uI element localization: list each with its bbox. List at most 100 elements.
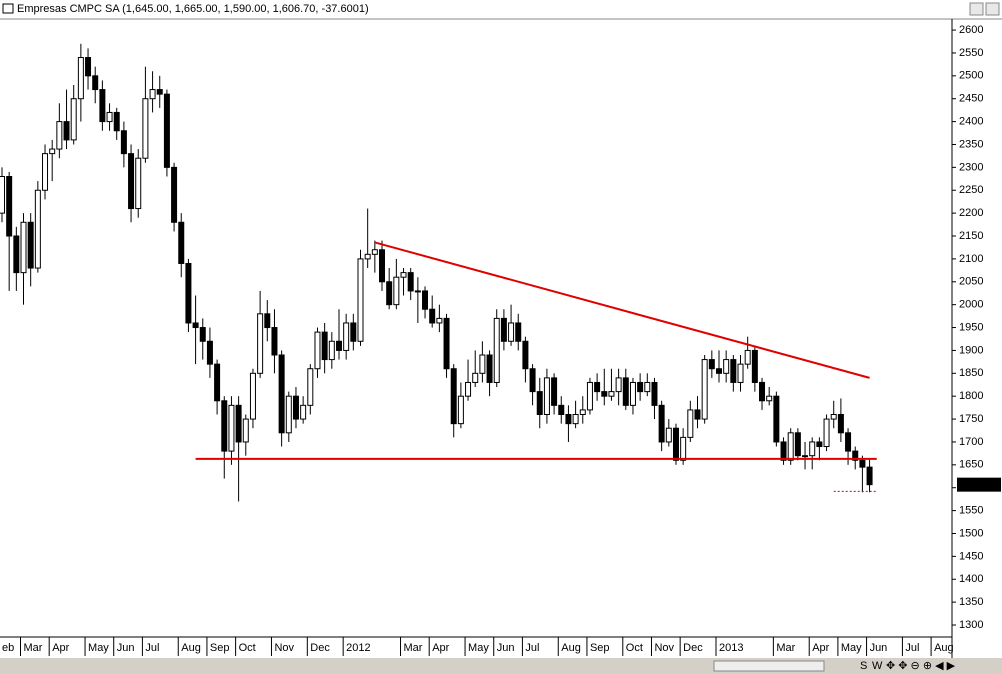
candle-body (343, 322, 350, 351)
candle-body (708, 359, 715, 370)
candle-body (486, 354, 493, 383)
y-tick-label: 1700 (959, 436, 983, 448)
candle-body (42, 153, 49, 191)
candle-body (34, 189, 41, 269)
y-tick-label: 2300 (959, 161, 983, 173)
candle-body (536, 391, 543, 415)
candle-body (579, 409, 586, 415)
candle-body (271, 327, 278, 356)
candle-body (766, 395, 773, 402)
candle-body (601, 391, 608, 397)
x-tick-label: Jul (145, 642, 159, 654)
plot: 1300135014001450150015501600165017001750… (0, 24, 1001, 656)
candle-body (837, 413, 844, 434)
y-tick-label: 1750 (959, 413, 983, 425)
toolbar-icons[interactable]: ✥ ✥ ⊖ ⊕ ◀ ▶ (886, 660, 956, 672)
candle-body (400, 272, 407, 278)
y-tick-label: 2500 (959, 70, 983, 82)
candle-body (221, 400, 228, 452)
candle-body (199, 327, 206, 342)
x-tick-label: Apr (432, 642, 449, 654)
candle-body (701, 359, 708, 420)
candle-body (794, 432, 801, 457)
candle-body (185, 262, 192, 324)
candle-body (866, 466, 873, 486)
candle-body (407, 272, 414, 292)
candle-body (852, 450, 859, 461)
candle-body (594, 381, 601, 393)
candle-body (472, 372, 479, 383)
y-tick-label: 2350 (959, 138, 983, 150)
candle-body (479, 354, 486, 374)
x-tick-label: Dec (683, 642, 703, 654)
candle-body (608, 391, 615, 397)
candle-body (773, 395, 780, 443)
y-tick-label: 1550 (959, 505, 983, 517)
x-tick-label: Jul (905, 642, 919, 654)
candle-body (321, 331, 328, 361)
candle-body (292, 395, 299, 420)
candle-body (77, 57, 84, 100)
candle-body (20, 221, 27, 274)
x-tick-label: Jul (525, 642, 539, 654)
candle-body (120, 130, 127, 155)
scroll-thumb[interactable] (713, 660, 825, 672)
candle-body (113, 111, 120, 132)
x-tick-label: Nov (654, 642, 674, 654)
y-tick-label: 2000 (959, 299, 983, 311)
x-tick-label: Jun (870, 642, 888, 654)
x-tick-label: Oct (239, 642, 256, 654)
x-tick-label: Aug (934, 642, 954, 654)
y-tick-label: 1450 (959, 550, 983, 562)
candle-body (816, 441, 823, 448)
candle-body (264, 313, 271, 329)
x-tick-label: 2013 (719, 642, 743, 654)
candle-body (787, 432, 794, 461)
toolbar-button[interactable]: W (872, 660, 883, 672)
candle-body (543, 377, 550, 415)
candle-body (106, 111, 113, 123)
chart-title: Empresas CMPC SA (1,645.00, 1,665.00, 1,… (17, 3, 369, 15)
candle-body (572, 413, 579, 425)
candle-body (637, 381, 644, 393)
x-tick-label: Mar (776, 642, 795, 654)
candle-body (751, 349, 758, 383)
candle-body (823, 418, 830, 448)
candle-body (328, 340, 335, 361)
y-tick-label: 1950 (959, 321, 983, 333)
toolbar-button[interactable]: S (860, 660, 867, 672)
y-tick-label: 2050 (959, 276, 983, 288)
candle-body (350, 322, 357, 342)
candle-body (845, 432, 852, 452)
candle-body (830, 413, 837, 420)
candle-body (672, 427, 679, 461)
scrollbar[interactable] (0, 658, 1002, 674)
x-tick-label: 2012 (346, 642, 370, 654)
y-tick-label: 1900 (959, 344, 983, 356)
y-tick-label: 1500 (959, 527, 983, 539)
x-tick-label: Aug (561, 642, 581, 654)
candle-body (414, 290, 421, 293)
y-tick-label: 2450 (959, 93, 983, 105)
restore-button[interactable] (969, 2, 984, 16)
candle-body (565, 413, 572, 425)
y-tick-label: 1400 (959, 573, 983, 585)
trendline (374, 241, 870, 379)
window-icon (2, 3, 14, 14)
candle-body (335, 340, 342, 351)
maximize-button[interactable] (985, 2, 1000, 16)
candle-body (665, 427, 672, 443)
candle-body (163, 93, 170, 168)
candle-body (780, 441, 787, 461)
candle-body (457, 395, 464, 425)
candle-body (206, 340, 213, 365)
candle-body (393, 276, 400, 306)
y-tick-label: 2200 (959, 207, 983, 219)
y-tick-label: 2150 (959, 230, 983, 242)
candle-body (156, 89, 163, 95)
x-tick-label: Apr (812, 642, 829, 654)
candle-body (687, 409, 694, 438)
candle-body (128, 153, 135, 210)
y-tick-label: 2550 (959, 47, 983, 59)
